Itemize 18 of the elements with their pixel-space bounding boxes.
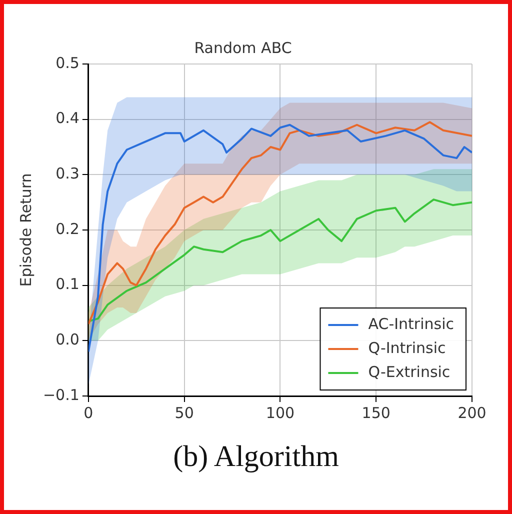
legend-label: AC-Intrinsic	[368, 314, 454, 333]
x-tick-label: 200	[458, 404, 486, 422]
legend-label: Q-Intrinsic	[368, 338, 446, 357]
y-axis-title: Episode Return	[16, 173, 35, 287]
x-tick-label: 0	[84, 404, 94, 422]
y-tick-label: 0.0	[56, 330, 80, 349]
text: (b) Algorithm	[172, 440, 340, 474]
x-tick-label: 50	[174, 404, 194, 422]
y-tick-label: −0.1	[42, 386, 80, 404]
y-tick-label: 0.5	[56, 54, 80, 72]
y-tick-label: 0.3	[56, 164, 80, 183]
y-tick-label: 0.4	[56, 109, 80, 128]
legend-label: Q-Extrinsic	[368, 362, 450, 381]
x-tick-label: 100	[266, 404, 295, 422]
y-tick-label: 0.1	[56, 275, 80, 294]
y-tick-label: 0.2	[56, 220, 80, 238]
x-tick-label: 150	[362, 404, 390, 422]
chart-title: Random ABC	[194, 38, 292, 57]
